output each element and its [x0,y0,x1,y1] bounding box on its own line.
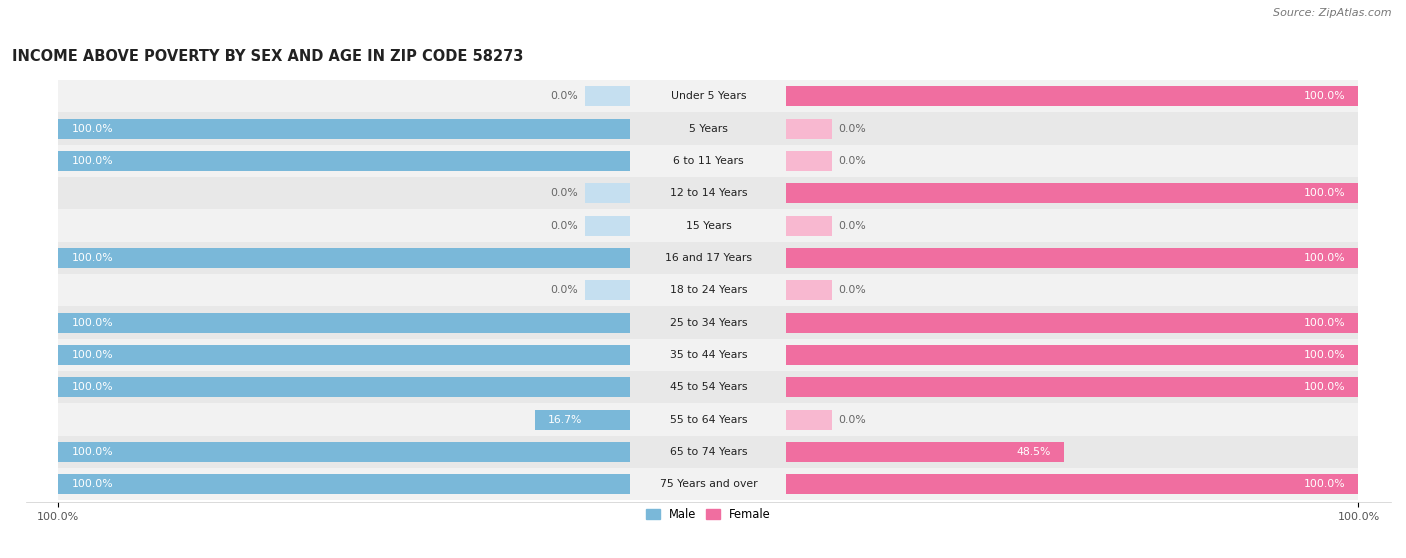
Text: 0.0%: 0.0% [550,92,578,102]
Text: INCOME ABOVE POVERTY BY SEX AND AGE IN ZIP CODE 58273: INCOME ABOVE POVERTY BY SEX AND AGE IN Z… [13,49,523,64]
Text: 100.0%: 100.0% [1303,188,1346,198]
Text: 100.0%: 100.0% [1303,350,1346,360]
Bar [585,215,630,235]
Bar [59,403,1358,436]
Text: 0.0%: 0.0% [839,220,866,230]
Text: 100.0%: 100.0% [72,382,112,392]
Bar [59,113,1358,145]
Text: 100.0%: 100.0% [72,318,112,328]
Text: 100.0%: 100.0% [72,253,112,263]
Text: 100.0%: 100.0% [72,479,112,489]
Text: 5 Years: 5 Years [689,124,728,134]
Text: 18 to 24 Years: 18 to 24 Years [669,285,747,295]
Bar [59,345,630,365]
Text: 100.0%: 100.0% [72,350,112,360]
Bar [585,183,630,203]
Text: 12 to 14 Years: 12 to 14 Years [669,188,747,198]
Text: 15 Years: 15 Years [686,220,731,230]
Text: 0.0%: 0.0% [550,285,578,295]
Bar [786,183,1358,203]
Bar [59,474,630,494]
Bar [786,442,1064,462]
Bar [59,312,630,333]
Bar [786,377,1358,397]
Text: 100.0%: 100.0% [72,447,112,457]
Text: 65 to 74 Years: 65 to 74 Years [669,447,747,457]
Text: 100.0%: 100.0% [72,156,112,166]
Bar [585,86,630,107]
Bar [59,145,1358,177]
Bar [786,248,1358,268]
Bar [59,80,1358,113]
Text: 100.0%: 100.0% [1303,92,1346,102]
Bar [786,151,832,171]
Text: 0.0%: 0.0% [550,220,578,230]
Text: 16.7%: 16.7% [548,415,582,425]
Bar [59,468,1358,501]
Bar [59,209,1358,242]
Bar [786,474,1358,494]
Text: Under 5 Years: Under 5 Years [671,92,747,102]
Bar [59,242,1358,274]
Text: 0.0%: 0.0% [839,415,866,425]
Bar [59,248,630,268]
Text: 100.0%: 100.0% [72,124,112,134]
Bar [59,151,630,171]
Text: 0.0%: 0.0% [839,124,866,134]
Text: Source: ZipAtlas.com: Source: ZipAtlas.com [1274,8,1392,18]
Text: 75 Years and over: 75 Years and over [659,479,758,489]
Bar [59,377,630,397]
Legend: Male, Female: Male, Female [641,504,775,526]
Bar [59,339,1358,371]
Text: 100.0%: 100.0% [1303,253,1346,263]
Bar [59,177,1358,209]
Text: 100.0%: 100.0% [1303,318,1346,328]
Bar [59,371,1358,403]
Bar [59,306,1358,339]
Bar [786,119,832,139]
Bar [585,280,630,300]
Text: 55 to 64 Years: 55 to 64 Years [669,415,747,425]
Text: 48.5%: 48.5% [1017,447,1050,457]
Bar [59,274,1358,306]
Text: 16 and 17 Years: 16 and 17 Years [665,253,752,263]
Text: 35 to 44 Years: 35 to 44 Years [669,350,747,360]
Bar [59,436,1358,468]
Text: 100.0%: 100.0% [1303,382,1346,392]
Bar [786,312,1358,333]
Bar [786,215,832,235]
Bar [534,410,630,430]
Bar [59,442,630,462]
Bar [59,119,630,139]
Text: 45 to 54 Years: 45 to 54 Years [669,382,747,392]
Text: 0.0%: 0.0% [550,188,578,198]
Bar [786,345,1358,365]
Bar [786,410,832,430]
Bar [786,86,1358,107]
Text: 0.0%: 0.0% [839,285,866,295]
Text: 0.0%: 0.0% [839,156,866,166]
Text: 100.0%: 100.0% [1303,479,1346,489]
Bar [786,280,832,300]
Text: 25 to 34 Years: 25 to 34 Years [669,318,747,328]
Text: 6 to 11 Years: 6 to 11 Years [673,156,744,166]
